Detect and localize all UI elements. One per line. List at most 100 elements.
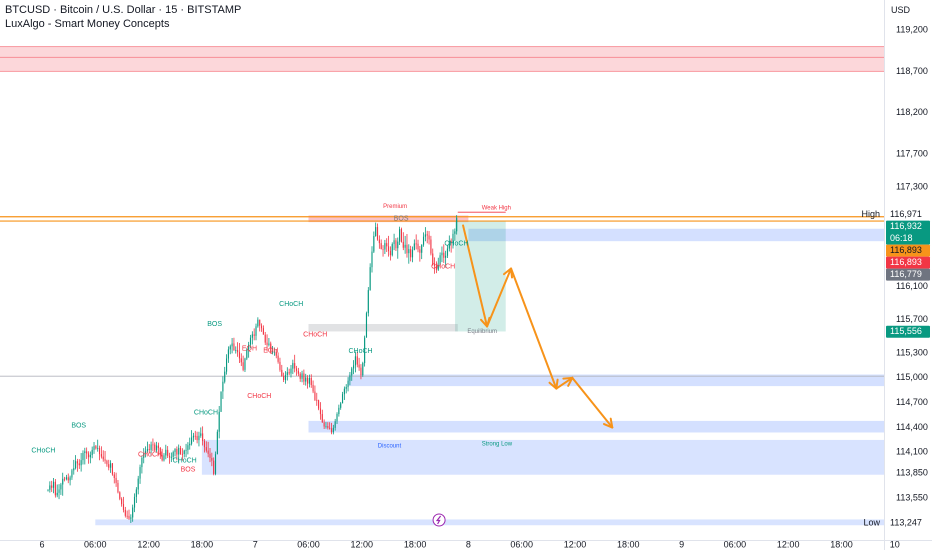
candle-body	[434, 264, 436, 267]
candle-body	[456, 217, 458, 232]
candle	[183, 449, 185, 458]
candle-body	[281, 369, 283, 377]
candle-body	[316, 399, 318, 401]
candle	[386, 238, 388, 253]
candle-body	[391, 244, 393, 256]
candle-body	[222, 381, 224, 392]
candle	[424, 227, 426, 242]
candle-body	[110, 463, 112, 468]
candle	[211, 452, 213, 467]
time-tick-label: 7	[253, 539, 258, 549]
candle	[356, 351, 358, 368]
structure-label: CHoCH	[194, 409, 218, 416]
structure-label: Discount	[378, 443, 402, 449]
candle-body	[102, 456, 104, 460]
candle	[378, 235, 380, 249]
candle-body	[191, 437, 193, 444]
candle	[207, 441, 209, 458]
structure-label: BOS	[207, 321, 222, 328]
candle-body	[422, 236, 425, 245]
candle-body	[200, 433, 202, 436]
candle	[104, 451, 106, 464]
candle-body	[294, 363, 296, 369]
candle-body	[351, 368, 353, 376]
structure-label: CHoCH	[431, 264, 455, 271]
candle-body	[75, 461, 77, 469]
candle	[253, 328, 255, 341]
candle-body	[299, 373, 301, 379]
candle-body	[432, 253, 434, 265]
candle-body	[67, 477, 69, 481]
time-tick-label: 06:00	[724, 539, 747, 549]
candle-body	[408, 249, 410, 254]
candle	[202, 426, 204, 446]
candle-body	[161, 454, 163, 461]
price-tick-label: 117,700	[896, 149, 928, 159]
candle	[270, 341, 272, 354]
candle	[203, 439, 206, 453]
candle-body	[194, 435, 196, 437]
candle-body	[157, 445, 160, 448]
candle-body	[213, 460, 215, 474]
candle	[393, 233, 395, 251]
candle	[172, 450, 174, 460]
premium-zone	[308, 215, 469, 223]
candle-body	[365, 313, 368, 338]
candle-body	[202, 433, 204, 442]
symbol-title[interactable]: BTCUSD · Bitcoin / U.S. Dollar · 15 · BI…	[5, 4, 242, 16]
candle-body	[119, 492, 121, 499]
candle-body	[371, 251, 373, 268]
candle	[404, 235, 406, 254]
candle-body	[272, 351, 274, 353]
currency-label[interactable]: USD	[890, 5, 910, 15]
candle-body	[178, 447, 180, 455]
candle	[117, 480, 119, 494]
indicator-name[interactable]: LuxAlgo - Smart Money Concepts	[5, 18, 170, 30]
candle-body	[117, 482, 119, 493]
candle-body	[93, 446, 95, 450]
candle	[249, 334, 252, 349]
candle-body	[257, 319, 259, 327]
candle-body	[237, 350, 239, 353]
candle-body	[336, 414, 338, 422]
candle	[121, 497, 123, 507]
teal-price-tag-bg	[886, 325, 930, 338]
candle-body	[133, 496, 136, 508]
candle-body	[203, 441, 206, 448]
candle-body	[73, 468, 75, 471]
candle	[47, 489, 49, 492]
candle	[437, 257, 439, 271]
candle-body	[295, 368, 298, 371]
candle-body	[84, 451, 86, 453]
candle-body	[297, 370, 299, 374]
candle-body	[329, 427, 331, 429]
candle-body	[80, 460, 82, 466]
candle-body	[207, 450, 209, 454]
candle-body	[397, 241, 399, 249]
structure-label: CHoCH	[444, 241, 468, 248]
candle-body	[150, 444, 152, 450]
candle-body	[306, 377, 309, 384]
candle	[286, 367, 288, 381]
candle	[71, 468, 73, 480]
candle	[334, 418, 336, 431]
candle	[87, 451, 90, 464]
candle	[445, 250, 447, 268]
candle-body	[448, 240, 450, 249]
candle-body	[95, 446, 97, 449]
candle-body	[445, 255, 447, 258]
candle-body	[196, 436, 198, 441]
price-tick-label: 119,200	[896, 24, 928, 34]
candle	[58, 484, 60, 500]
time-tick-label: 12:00	[777, 539, 800, 549]
last-price-tag-bg	[886, 220, 930, 245]
price-tick-label: 117,300	[896, 182, 928, 192]
candle	[156, 441, 158, 453]
candle-body	[209, 453, 211, 458]
candle	[73, 459, 75, 475]
candle-body	[364, 337, 366, 364]
candle-body	[421, 244, 423, 253]
candle	[159, 447, 161, 459]
candle	[375, 222, 377, 237]
